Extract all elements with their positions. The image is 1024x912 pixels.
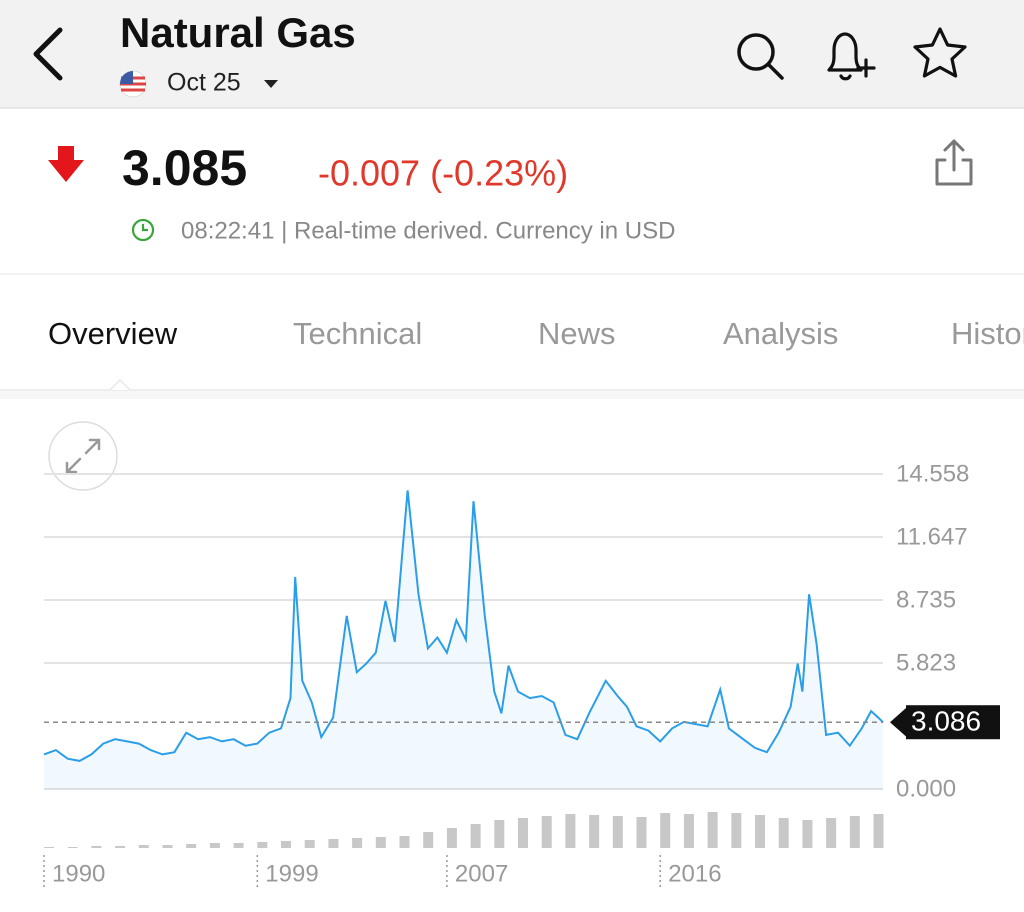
y-tick-label: 0.000 — [896, 775, 956, 802]
volume-bar — [826, 818, 837, 848]
volume-bar — [873, 814, 884, 848]
volume-bar — [328, 839, 339, 848]
volume-bar — [67, 847, 78, 848]
volume-bar — [138, 845, 149, 848]
tab[interactable]: News — [538, 316, 616, 351]
volume-bar — [849, 816, 860, 848]
down-arrow — [48, 146, 84, 182]
shadow — [0, 391, 1024, 399]
favorite-icon[interactable] — [913, 27, 967, 78]
y-tick-label: 11.647 — [896, 523, 968, 550]
volume-bar — [375, 837, 386, 848]
y-tick-label: 8.735 — [896, 586, 956, 613]
volume-bar — [115, 846, 126, 848]
title: Natural Gas — [120, 9, 356, 56]
volume-bar — [589, 815, 600, 848]
contract-dropdown[interactable] — [264, 80, 278, 88]
volume-bar — [257, 842, 268, 848]
volume-bar — [707, 812, 718, 848]
quote-info: 08:22:41 | Real-time derived. Currency i… — [181, 217, 675, 244]
current-price-label: 3.086 — [911, 706, 981, 737]
volume-bar — [91, 846, 102, 848]
volume-bar — [683, 814, 694, 848]
volume-bar — [778, 818, 789, 848]
tab[interactable]: Technical — [293, 316, 422, 351]
share-icon[interactable] — [935, 139, 973, 186]
volume-bar — [399, 836, 410, 848]
price-change: -0.007 (-0.23%) — [318, 153, 568, 194]
volume-bar — [565, 814, 576, 848]
alert-icon[interactable] — [827, 32, 876, 81]
volume-bar — [636, 817, 647, 848]
tab-bar: Overview Technical News Analysis History — [48, 316, 1024, 351]
volume-bar — [755, 815, 766, 848]
current-price-box — [906, 705, 1000, 740]
price: 3.085 — [122, 140, 247, 196]
clock-icon — [131, 218, 155, 242]
y-tick-label: 14.558 — [896, 460, 969, 487]
volume-bar — [541, 816, 552, 848]
volume-bar — [731, 813, 742, 848]
volume-bar — [612, 816, 623, 848]
volume-bar — [186, 844, 197, 848]
volume-bar — [44, 847, 54, 848]
volume-bar — [446, 828, 457, 848]
flag — [119, 70, 147, 98]
volume-bar — [233, 843, 244, 848]
tab-pointer — [109, 379, 131, 391]
volume-bar — [494, 820, 505, 848]
x-tick-label: 1990 — [52, 860, 105, 887]
search-icon[interactable] — [737, 33, 784, 80]
contract[interactable]: Oct 25 — [167, 69, 241, 97]
tab[interactable]: Overview — [48, 316, 178, 351]
x-tick-label: 1999 — [265, 860, 318, 887]
volume-bar — [162, 845, 173, 848]
current-price-pointer — [890, 706, 908, 739]
header-bar — [0, 0, 1024, 108]
price-line — [43, 490, 884, 762]
area — [44, 490, 883, 789]
volume-bar — [802, 820, 813, 848]
tab[interactable]: History — [951, 316, 1024, 351]
volume-bar — [423, 832, 434, 848]
tab[interactable]: Analysis — [723, 316, 838, 351]
x-tick-label: 2016 — [668, 860, 721, 887]
volume-bar — [470, 824, 481, 848]
back-button[interactable] — [33, 27, 63, 81]
volume-bar — [660, 813, 671, 848]
expand-button[interactable] — [48, 421, 118, 491]
volume-bar — [281, 841, 292, 848]
volume-bar — [518, 818, 529, 848]
x-tick-label: 2007 — [455, 860, 508, 887]
volume-bar — [209, 843, 220, 848]
volume-bar — [352, 838, 363, 848]
volume-bar — [304, 840, 315, 848]
y-tick-label: 5.823 — [896, 649, 956, 676]
